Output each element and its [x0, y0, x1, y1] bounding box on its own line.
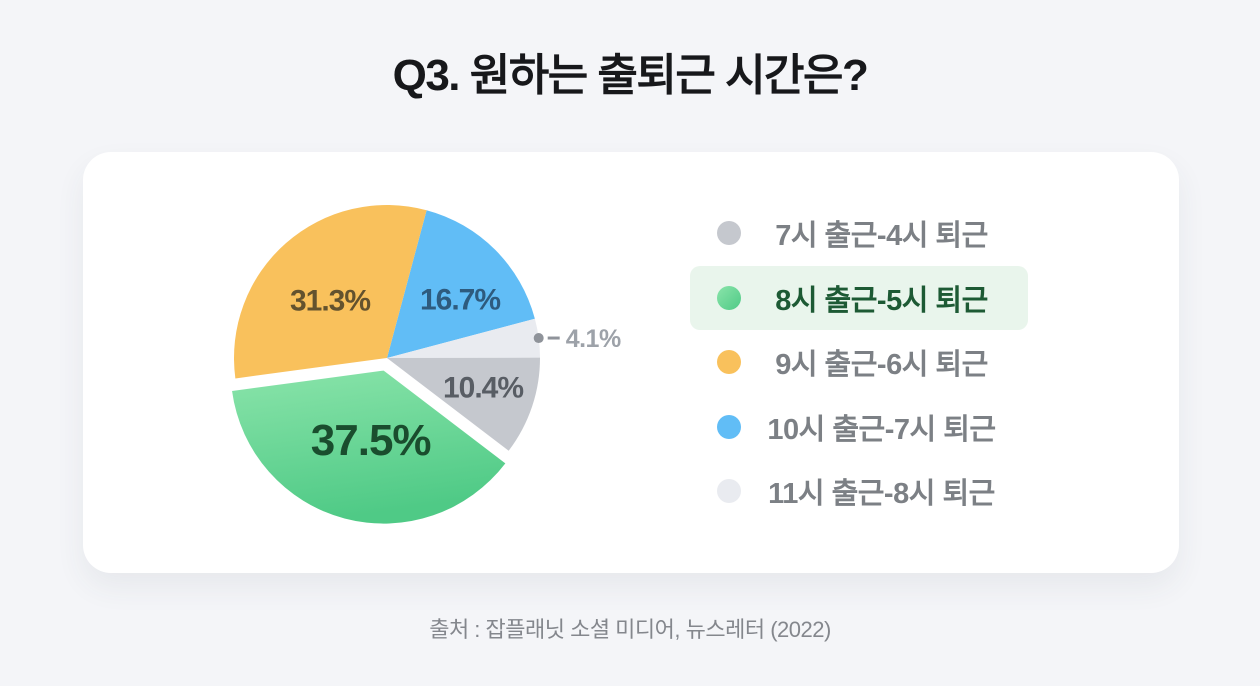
- legend-item-3: 10시 출근-7시 퇴근: [690, 395, 1028, 460]
- pie-slice-3: [387, 210, 535, 358]
- slice-value-label: 10.4%: [443, 372, 523, 405]
- legend-item-0: 7시 출근-4시 퇴근: [690, 201, 1028, 266]
- legend-dot: [717, 285, 741, 310]
- legend-label: 11시 출근-8시 퇴근: [768, 478, 995, 511]
- legend-item-2: 9시 출근-6시 퇴근: [690, 330, 1028, 395]
- slice-value-label: 31.3%: [290, 285, 370, 318]
- legend-label: 7시 출근-4시 퇴근: [775, 220, 988, 253]
- legend-item-4: 11시 출근-8시 퇴근: [690, 459, 1028, 524]
- pie-slice-4: [387, 318, 540, 358]
- pie-slice-2: [234, 204, 427, 379]
- pie-chart: 16.7% 4.1% 10.4% 37.5% 31.3%: [232, 204, 621, 524]
- chart-title: Q3. 원하는 출퇴근 시간은?: [392, 51, 869, 100]
- legend-label: 10시 출근-7시 퇴근: [767, 413, 996, 446]
- chart-legend: 7시 출근-4시 퇴근 8시 출근-5시 퇴근 9시 출근-6시 퇴근 10시 출근-…: [690, 201, 1028, 524]
- legend-dot: [717, 414, 741, 439]
- chart-card: 16.7% 4.1% 10.4% 37.5% 31.3% 7시 출근-4시 퇴근 8시 출…: [83, 152, 1179, 573]
- legend-label: 9시 출근-6시 퇴근: [775, 349, 988, 382]
- pie-slice-0: [387, 357, 540, 451]
- legend-item-1: 8시 출근-5시 퇴근: [690, 265, 1028, 330]
- source-caption: 출처 : 잡플래닛 소셜 미디어, 뉴스레터 (2022): [429, 617, 831, 642]
- legend-label: 8시 출근-5시 퇴근: [775, 284, 988, 317]
- legend-dot: [717, 221, 741, 246]
- callout-dot: [533, 333, 544, 344]
- pie-slice-1: [232, 370, 506, 524]
- slice-value-label: 37.5%: [311, 416, 431, 465]
- legend-dot: [717, 479, 741, 504]
- legend-dot: [717, 350, 741, 375]
- slice-value-label: 16.7%: [420, 284, 500, 317]
- slice-value-label: 4.1%: [566, 325, 621, 353]
